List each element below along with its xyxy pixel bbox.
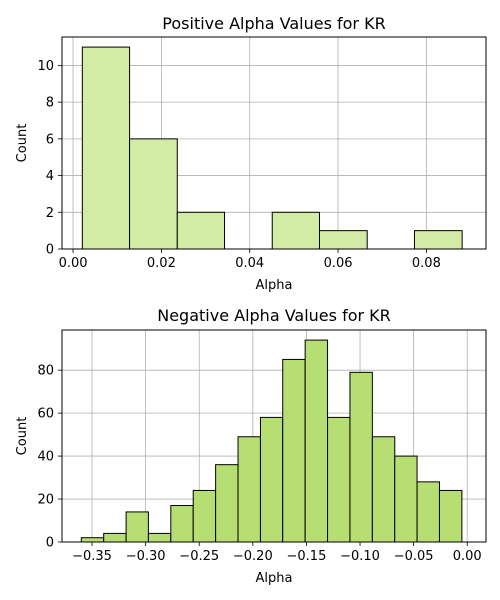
x-axis-label: Alpha <box>256 278 293 293</box>
histogram-bar <box>271 211 320 250</box>
histogram-bar <box>282 358 306 543</box>
histogram-bar <box>413 230 463 250</box>
negative-alpha-chart: −0.35 −0.30 −0.25 −0.20 −0.15 −0.10 −0.05 0.00 … <box>15 306 487 586</box>
x-tick-label: −0.25 <box>179 549 219 564</box>
plot-frame <box>61 329 487 543</box>
x-axis-ticks: 0.00 0.02 0.04 0.06 0.08 <box>59 249 441 271</box>
histogram-bar <box>103 532 127 543</box>
x-axis-ticks: −0.35 −0.30 −0.25 −0.20 −0.15 −0.10 −0.05 0.00 <box>72 542 482 564</box>
y-axis-label: Count <box>15 417 30 456</box>
x-tick-label: 0.06 <box>324 256 353 271</box>
histogram-bar <box>259 416 284 543</box>
y-tick-label: 4 <box>46 169 54 184</box>
plot-frame <box>61 36 487 250</box>
x-tick-label: 0.04 <box>235 256 264 271</box>
y-tick-label: 0 <box>46 243 54 258</box>
y-tick-label: 8 <box>46 96 54 111</box>
histogram-bar <box>147 532 172 543</box>
y-tick-label: 20 <box>37 493 54 508</box>
histogram-bar <box>170 504 194 543</box>
y-tick-label: 60 <box>37 407 54 422</box>
y-tick-label: 80 <box>37 364 54 379</box>
x-tick-label: −0.35 <box>72 549 112 564</box>
x-tick-label: −0.05 <box>394 549 434 564</box>
x-axis-label: Alpha <box>256 571 293 586</box>
histogram-bar <box>416 481 440 543</box>
histogram-bar <box>304 339 329 543</box>
histogram-bar <box>125 511 149 543</box>
histogram-bar <box>237 436 261 543</box>
y-tick-label: 6 <box>46 132 54 147</box>
histogram-bar <box>371 436 396 543</box>
histogram-bar <box>318 230 368 250</box>
chart-title: Negative Alpha Values for KR <box>157 306 391 325</box>
x-tick-label: 0.00 <box>59 256 88 271</box>
histogram-bar <box>327 416 351 543</box>
histogram-bar <box>176 211 226 250</box>
x-tick-label: 0.00 <box>453 549 482 564</box>
x-tick-label: 0.08 <box>412 256 441 271</box>
y-axis-label: Count <box>15 124 30 163</box>
y-axis-ticks: 0 20 40 60 80 <box>37 364 62 551</box>
x-tick-label: −0.20 <box>233 549 273 564</box>
x-tick-label: −0.15 <box>287 549 327 564</box>
y-tick-label: 40 <box>37 450 54 465</box>
y-axis-ticks: 0 2 4 6 8 10 <box>37 59 62 258</box>
histogram-bar <box>394 455 418 543</box>
y-tick-label: 2 <box>46 206 54 221</box>
histogram-bar <box>438 489 463 543</box>
histogram-bar <box>215 464 239 543</box>
y-tick-label: 10 <box>37 59 54 74</box>
histogram-bar <box>129 138 178 250</box>
chart-title: Positive Alpha Values for KR <box>162 14 385 33</box>
histogram-bars <box>81 46 463 250</box>
x-tick-label: 0.02 <box>147 256 176 271</box>
y-tick-label: 0 <box>46 536 54 551</box>
x-tick-label: −0.10 <box>340 549 380 564</box>
histogram-bar <box>349 371 373 543</box>
positive-alpha-chart: 0.00 0.02 0.04 0.06 0.08 0 2 4 6 8 10 Positive Al… <box>15 14 487 293</box>
histogram-bar <box>80 537 105 543</box>
histogram-bar <box>192 489 217 543</box>
histogram-bar <box>81 46 131 250</box>
x-tick-label: −0.30 <box>126 549 166 564</box>
